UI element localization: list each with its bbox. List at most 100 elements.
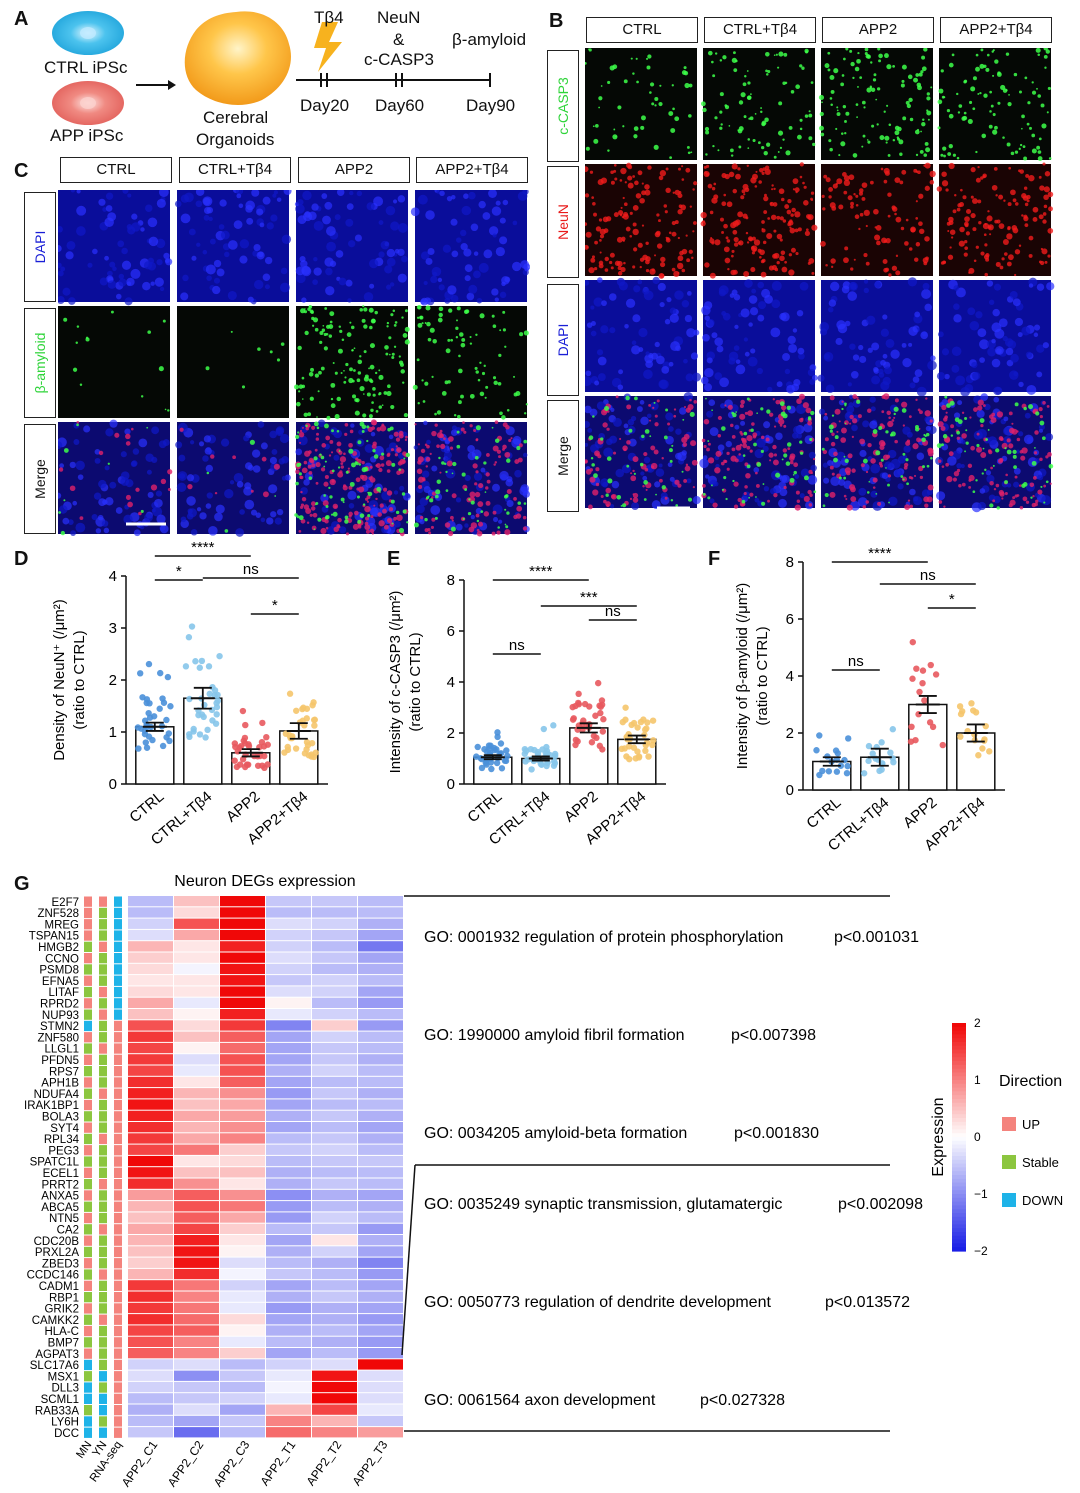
heatmap-cell [220,1325,265,1336]
direction-cell [114,1043,122,1054]
significance-label: **** [868,545,892,562]
gene-label: NTN5 [49,1213,79,1225]
direction-cell [99,1371,107,1382]
heatmap-cell [358,1415,403,1427]
data-point [979,745,986,752]
data-point [245,742,253,750]
legend-label: UP [1022,1117,1040,1132]
direction-cell [99,1235,107,1246]
colorbar-segment [952,1121,966,1127]
direction-cell [99,953,107,964]
heatmap-cell [266,1122,311,1133]
heatmap-cell [220,997,265,1008]
data-point [932,671,940,678]
heatmap-cell [312,1381,357,1393]
direction-cell [84,1393,92,1404]
direction-cell [84,1066,92,1077]
heatmap-cell [358,1246,403,1257]
heatmap-cell [220,1302,265,1314]
heatmap-cell [174,1314,219,1325]
direction-cell [114,1077,122,1088]
heatmap-cell [312,1427,357,1438]
direction-cell [99,1292,107,1303]
direction-cell [84,1054,92,1065]
data-point [260,743,268,750]
data-point [635,754,643,761]
data-point [908,723,915,731]
day90-label: Day90 [466,96,516,115]
direction-cell [114,1416,122,1427]
heatmap-cell [312,1020,357,1031]
heatmap-cell [128,1359,173,1370]
heatmap-cell [266,1246,311,1257]
direction-cell [99,1427,107,1438]
y-tick-label: 0 [447,776,455,793]
direction-cell [84,1122,92,1133]
micrograph-c-r2-c3 [413,420,530,537]
heatmap-cell [220,1009,265,1020]
legend-swatch [1002,1193,1016,1207]
colorbar-segment [952,1235,966,1241]
data-point [634,748,641,755]
heatmap-cell [128,1302,173,1314]
heatmap-cell [266,1042,311,1054]
heatmap-cell [358,1381,403,1393]
heatmap-cell [358,975,403,986]
micrograph-b-r2-c2 [817,277,937,397]
heatmap-cell [312,1189,357,1201]
gene-label: SPATC1L [30,1157,80,1169]
panel-label-a: A [14,8,29,30]
data-point [213,699,220,707]
colorbar-segment [952,1220,966,1225]
data-point [926,719,934,726]
heatmap-cell [174,986,219,997]
data-point [833,768,841,775]
data-point [242,721,249,729]
colorbar-segment [952,1049,966,1054]
micrograph-b-r0-c1 [700,48,816,160]
data-point [311,716,319,723]
heatmap-cell [266,1268,311,1280]
heatmap-cell [358,1359,403,1370]
colorbar-segment [952,1186,966,1191]
micrograph-b-r1-c1 [700,162,818,279]
heatmap-cell [312,952,357,963]
direction-cell [84,1246,92,1258]
data-point [929,723,937,731]
direction-cell [114,1246,122,1258]
heatmap-cell [312,1235,357,1246]
heatmap-cell [220,1065,265,1076]
direction-cell [99,1269,107,1280]
heatmap-cell [128,907,173,918]
y-axis-label: Intensity of β-amyloid (/μm²) [734,583,751,769]
neun-label: NeuN [377,8,421,27]
direction-cell [84,1111,92,1122]
heatmap-cell [266,1020,311,1031]
gene-label: SYT4 [50,1123,79,1135]
heatmap-cell [266,1144,311,1155]
heatmap-cell [312,1336,357,1347]
heatmap-cell [358,1009,403,1020]
direction-cell [84,1325,92,1337]
data-point [575,690,582,698]
direction-cell [84,1201,92,1212]
direction-cell [84,1303,92,1314]
gene-label: EFNA5 [42,976,79,988]
data-point [487,759,495,766]
direction-cell [114,1337,122,1348]
heatmap-cell [358,1235,403,1246]
y-axis-label-2: (ratio to CTRL) [71,630,88,729]
heatmap-cell [266,1235,311,1246]
data-point [572,736,580,744]
colorbar-segment [952,1129,966,1134]
direction-cell [99,1032,107,1043]
heatmap-cell [128,1348,173,1359]
direction-cell [99,1020,107,1032]
direction-cell [99,998,107,1009]
gene-label: PEG3 [48,1145,79,1157]
data-point [634,724,641,731]
gene-label: ZNF580 [37,1032,79,1044]
heatmap-col-label: APP2_C3 [211,1438,253,1489]
direction-cell [84,930,92,941]
heatmap-cell [358,1110,403,1121]
